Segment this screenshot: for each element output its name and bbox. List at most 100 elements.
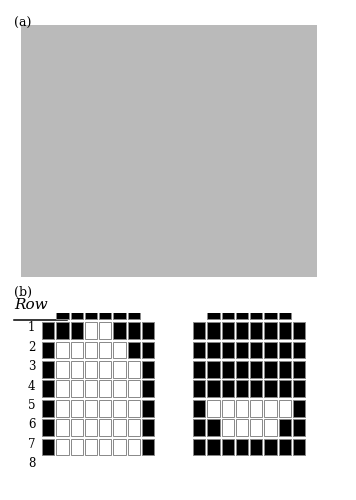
Bar (193, 342, 205, 358)
Bar (208, 438, 220, 456)
Bar (70, 322, 83, 339)
Bar (236, 438, 248, 456)
Text: 2: 2 (28, 340, 35, 353)
Bar (42, 380, 54, 397)
Bar (42, 322, 54, 339)
Bar (222, 322, 234, 339)
Bar (236, 361, 248, 378)
Bar (113, 438, 126, 456)
Bar (142, 322, 154, 339)
Bar (56, 322, 68, 339)
Bar (113, 380, 126, 397)
Bar (293, 438, 305, 456)
Bar (208, 322, 220, 339)
Bar (250, 380, 262, 397)
Bar (236, 302, 248, 320)
Bar (99, 361, 111, 378)
Bar (127, 342, 140, 358)
Bar (250, 420, 262, 436)
Bar (70, 380, 83, 397)
Bar (99, 400, 111, 416)
Bar (142, 380, 154, 397)
Bar (222, 400, 234, 416)
Bar (265, 322, 277, 339)
Bar (70, 302, 83, 320)
Bar (127, 322, 140, 339)
Bar (113, 361, 126, 378)
Bar (113, 420, 126, 436)
Bar (127, 302, 140, 320)
Bar (222, 380, 234, 397)
Bar (85, 322, 97, 339)
Bar (142, 361, 154, 378)
Bar (208, 302, 220, 320)
Bar (236, 400, 248, 416)
Bar (113, 302, 126, 320)
Bar (265, 438, 277, 456)
Bar (293, 420, 305, 436)
Text: (b): (b) (14, 286, 32, 299)
Bar (56, 302, 68, 320)
Bar (70, 361, 83, 378)
Bar (113, 400, 126, 416)
Bar (250, 322, 262, 339)
Bar (193, 361, 205, 378)
Bar (279, 400, 291, 416)
Bar (56, 361, 68, 378)
Bar (279, 302, 291, 320)
Text: 4: 4 (28, 380, 35, 392)
Text: 7: 7 (28, 438, 35, 451)
Bar (70, 420, 83, 436)
Bar (56, 420, 68, 436)
Text: (a): (a) (14, 17, 32, 30)
Bar (265, 400, 277, 416)
Bar (236, 342, 248, 358)
Bar (85, 302, 97, 320)
Bar (70, 400, 83, 416)
Bar (127, 380, 140, 397)
Bar (42, 342, 54, 358)
Bar (250, 400, 262, 416)
Text: 3: 3 (28, 360, 35, 373)
Bar (265, 342, 277, 358)
Bar (193, 322, 205, 339)
Bar (42, 420, 54, 436)
Bar (222, 438, 234, 456)
Bar (99, 322, 111, 339)
Bar (222, 361, 234, 378)
Bar (99, 420, 111, 436)
Bar (142, 342, 154, 358)
Bar (193, 438, 205, 456)
Bar (99, 380, 111, 397)
Bar (56, 380, 68, 397)
Bar (208, 361, 220, 378)
Bar (85, 380, 97, 397)
Text: 8: 8 (28, 458, 35, 470)
Bar (127, 361, 140, 378)
Bar (142, 400, 154, 416)
Bar (222, 420, 234, 436)
Bar (279, 361, 291, 378)
Bar (208, 420, 220, 436)
Bar (208, 380, 220, 397)
Bar (250, 361, 262, 378)
Bar (293, 380, 305, 397)
Bar (42, 361, 54, 378)
Text: 1: 1 (28, 321, 35, 334)
Bar (279, 380, 291, 397)
Bar (293, 400, 305, 416)
Bar (279, 322, 291, 339)
Bar (70, 342, 83, 358)
Bar (113, 342, 126, 358)
Bar (99, 302, 111, 320)
Bar (293, 361, 305, 378)
Bar (127, 400, 140, 416)
Bar (85, 361, 97, 378)
Bar (265, 302, 277, 320)
Bar (99, 342, 111, 358)
Bar (279, 438, 291, 456)
Bar (236, 420, 248, 436)
Bar (293, 342, 305, 358)
Bar (265, 380, 277, 397)
Bar (85, 438, 97, 456)
